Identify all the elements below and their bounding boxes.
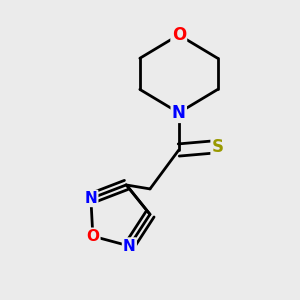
Text: N: N (123, 238, 136, 253)
Text: O: O (86, 229, 99, 244)
Text: O: O (172, 26, 186, 44)
Text: N: N (85, 191, 97, 206)
Text: S: S (212, 138, 224, 156)
Text: N: N (172, 104, 186, 122)
